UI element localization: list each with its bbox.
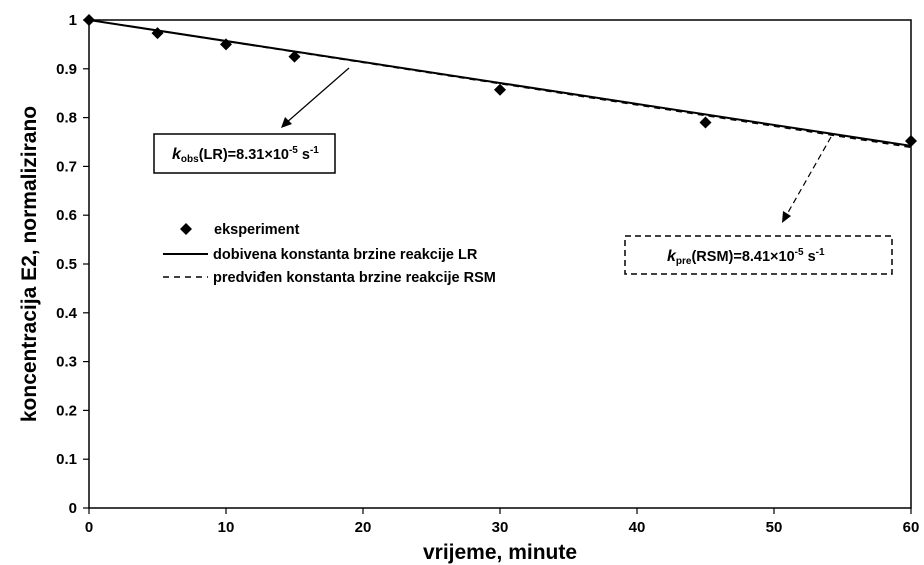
legend-diamond-icon <box>180 223 192 235</box>
x-tick-label: 10 <box>218 519 235 536</box>
y-tick-label: 0.1 <box>56 451 77 468</box>
annotation-kobs-arrow <box>285 67 350 124</box>
data-point-marker <box>699 116 712 129</box>
y-tick-label: 0.3 <box>56 354 77 371</box>
annotation-kobs-arrowhead <box>281 117 292 128</box>
y-tick-label: 0.5 <box>56 256 77 273</box>
y-tick-label: 0.7 <box>56 158 77 175</box>
data-point-marker <box>83 14 95 26</box>
data-point-marker <box>905 135 917 148</box>
annotation-kpre-arrow <box>785 136 832 217</box>
y-axis-ticks: 0 0.1 0.2 0.3 0.4 0.5 0.6 0.7 0.8 0.9 1 <box>56 12 89 517</box>
x-tick-label: 40 <box>629 519 646 536</box>
legend-label-rsm: predviđen konstanta brzine reakcije RSM <box>213 270 496 286</box>
annotation-kobs-box <box>153 133 336 174</box>
annotation-kpre-arrowhead <box>782 211 791 223</box>
y-tick-label: 0.2 <box>56 402 77 419</box>
x-tick-label: 60 <box>903 519 920 536</box>
annotation-kpre-text: kpre(RSM)=8.41×10-5 s-1 <box>667 247 825 267</box>
data-point-marker <box>288 50 301 63</box>
legend-label-lr: dobivena konstanta brzine reakcije LR <box>213 247 478 263</box>
y-tick-label: 0.9 <box>56 61 77 78</box>
x-tick-label: 30 <box>492 519 509 536</box>
x-tick-label: 50 <box>766 519 783 536</box>
x-tick-label: 20 <box>355 519 372 536</box>
x-tick-label: 0 <box>85 519 93 536</box>
y-tick-label: 0 <box>69 500 77 517</box>
legend-label-experiment: eksperiment <box>214 222 300 238</box>
data-point-marker <box>494 83 506 96</box>
y-tick-label: 0.8 <box>56 110 77 127</box>
y-tick-label: 1 <box>69 12 77 29</box>
y-axis-title: koncentracija E2, normalizirano <box>18 106 41 422</box>
data-point-marker <box>220 38 232 51</box>
data-point-marker <box>151 27 164 40</box>
annotation-kpre: kpre(RSM)=8.41×10-5 s-1 <box>624 136 893 275</box>
x-axis-ticks: 0 10 20 30 40 50 60 <box>85 508 920 536</box>
series-line-rsm <box>88 19 912 149</box>
annotation-kobs: kobs(LR)=8.31×10-5 s-1 <box>153 67 350 174</box>
data-markers <box>83 14 917 148</box>
x-axis-title: vrijeme, minute <box>423 541 577 564</box>
legend: eksperiment dobivena konstanta brzine re… <box>163 222 496 286</box>
annotation-kpre-box <box>624 235 893 275</box>
annotation-kobs-text: kobs(LR)=8.31×10-5 s-1 <box>172 145 319 165</box>
y-tick-label: 0.6 <box>56 207 77 224</box>
y-tick-label: 0.4 <box>56 305 78 322</box>
